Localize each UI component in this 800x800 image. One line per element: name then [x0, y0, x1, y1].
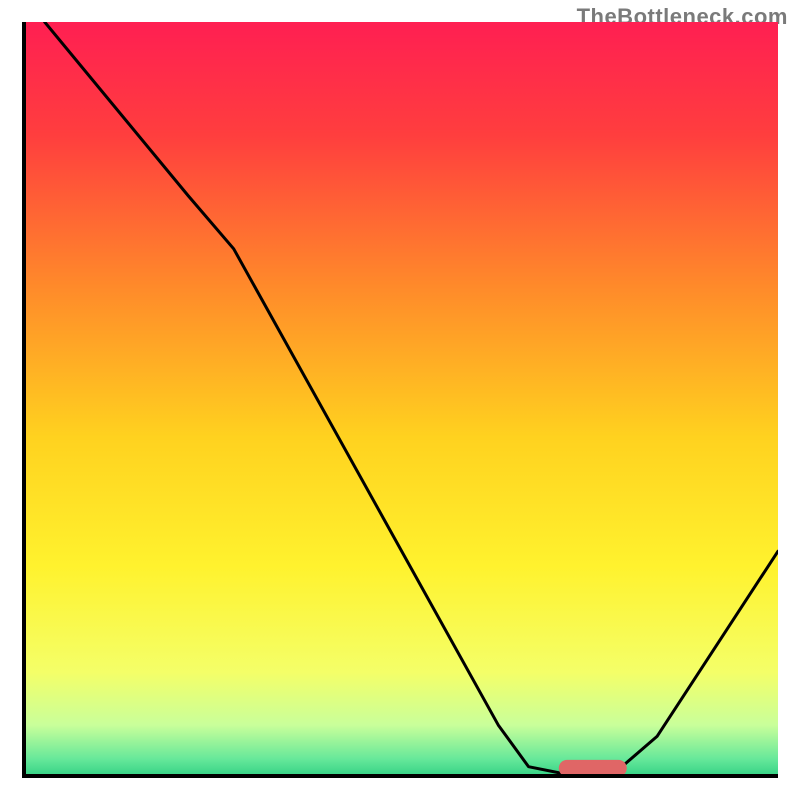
- gradient-and-curve: [22, 22, 778, 778]
- x-axis: [22, 774, 778, 778]
- gradient-background: [22, 22, 778, 778]
- chart-container: TheBottleneck.com: [0, 0, 800, 800]
- y-axis: [22, 22, 26, 778]
- plot-area: [22, 22, 778, 778]
